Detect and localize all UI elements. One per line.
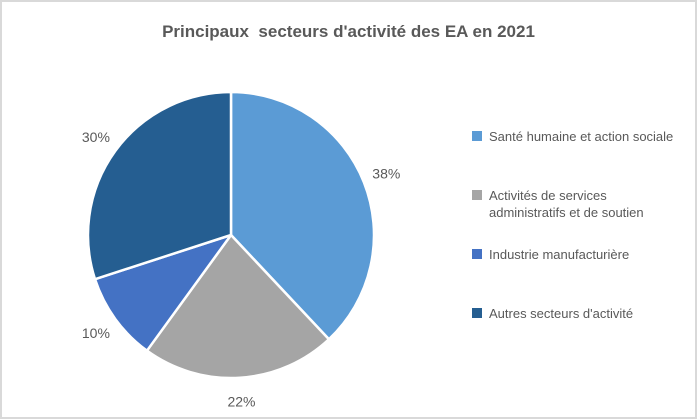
legend-swatch-icon bbox=[472, 308, 482, 318]
legend-item-1: Activités de services administratifs et … bbox=[472, 183, 687, 242]
legend-item-0: Santé humaine et action sociale bbox=[472, 124, 687, 183]
pie-slice-0 bbox=[229, 90, 376, 341]
pie-slice-3 bbox=[86, 90, 233, 281]
legend-item-2: Industrie manufacturière bbox=[472, 242, 687, 301]
pie-data-label-0: 38% bbox=[372, 166, 400, 182]
chart-title: Principaux secteurs d'activité des EA en… bbox=[162, 22, 535, 41]
pie-data-label-1: 22% bbox=[227, 394, 255, 410]
pie-data-label-2: 10% bbox=[82, 325, 110, 341]
legend-swatch-icon bbox=[472, 131, 482, 141]
legend-swatch-icon bbox=[472, 249, 482, 259]
legend-swatch-icon bbox=[472, 190, 482, 200]
legend: Santé humaine et action sociale Activités… bbox=[472, 124, 687, 360]
legend-item-3: Autres secteurs d'activité bbox=[472, 301, 687, 360]
legend-label: Industrie manufacturière bbox=[489, 247, 630, 262]
pie-slice-1 bbox=[145, 233, 331, 380]
pie-slice-2 bbox=[93, 233, 233, 352]
legend-label: Santé humaine et action sociale bbox=[489, 129, 674, 144]
legend-label: Activités de services administratifs et … bbox=[489, 188, 644, 220]
pie-data-label-3: 30% bbox=[82, 129, 110, 145]
legend-label: Autres secteurs d'activité bbox=[489, 306, 634, 321]
